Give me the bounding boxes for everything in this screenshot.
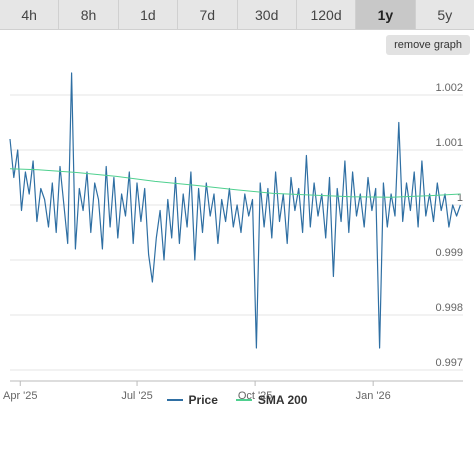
sma-series-line	[9, 168, 461, 198]
tab-5y[interactable]: 5y	[415, 0, 474, 30]
tab-1y[interactable]: 1y	[356, 0, 416, 30]
x-tick-label: Jan '26	[356, 390, 391, 402]
x-tick-label: Jul '25	[121, 390, 152, 402]
y-tick-label: 1.002	[435, 82, 463, 94]
price-swatch	[166, 399, 183, 401]
legend-item-price[interactable]: Price	[166, 393, 218, 407]
y-tick-label: 0.999	[435, 247, 463, 259]
y-tick-label: 1	[457, 192, 463, 204]
tab-120d[interactable]: 120d	[296, 0, 357, 30]
legend-label-sma: SMA 200	[257, 393, 308, 407]
legend-item-sma[interactable]: SMA 200	[235, 393, 308, 407]
tab-1d[interactable]: 1d	[118, 0, 179, 30]
tab-4h[interactable]: 4h	[0, 0, 60, 30]
tab-8h[interactable]: 8h	[59, 0, 119, 30]
y-tick-label: 0.998	[435, 302, 463, 314]
y-tick-label: 0.997	[435, 357, 463, 369]
remove-graph-button[interactable]: remove graph	[386, 35, 470, 55]
legend-label-price: Price	[188, 393, 218, 407]
timeframe-tabs: 4h 8h 1d 7d 30d 120d 1y 5y	[0, 0, 474, 30]
tab-30d[interactable]: 30d	[237, 0, 297, 30]
sma-swatch	[235, 399, 252, 401]
y-tick-label: 1.001	[435, 137, 463, 149]
chart-legend: Price SMA 200	[0, 393, 474, 407]
price-series-line	[9, 72, 461, 349]
tab-7d[interactable]: 7d	[178, 0, 238, 30]
x-tick-label: Apr '25	[3, 390, 38, 402]
